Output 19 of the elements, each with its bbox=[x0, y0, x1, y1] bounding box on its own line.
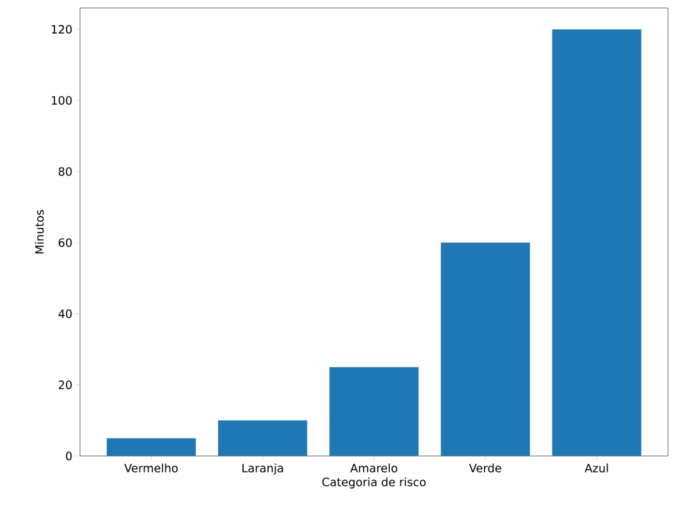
y-axis-title: Minutos bbox=[34, 210, 44, 254]
x-tick-label: Azul bbox=[584, 464, 608, 472]
bar bbox=[552, 29, 642, 456]
y-tick-label: 80 bbox=[58, 167, 72, 176]
x-tick-label: Verde bbox=[469, 464, 502, 472]
y-tick-label: 120 bbox=[52, 24, 72, 34]
x-axis-title: Categoria de risco bbox=[322, 477, 426, 489]
bar bbox=[218, 420, 308, 456]
bar bbox=[329, 367, 419, 456]
y-tick-label: 20 bbox=[58, 380, 72, 390]
y-tick-label: 0 bbox=[66, 452, 72, 460]
y-tick-label: 60 bbox=[58, 238, 72, 247]
bar bbox=[440, 242, 530, 456]
bar bbox=[106, 438, 196, 456]
x-tick-label: Laranja bbox=[242, 464, 283, 475]
x-tick-label: Vermelho bbox=[124, 464, 178, 472]
y-tick-label: 100 bbox=[52, 96, 72, 105]
x-tick-label: Amarelo bbox=[350, 464, 398, 472]
y-tick-label: 40 bbox=[58, 309, 72, 318]
